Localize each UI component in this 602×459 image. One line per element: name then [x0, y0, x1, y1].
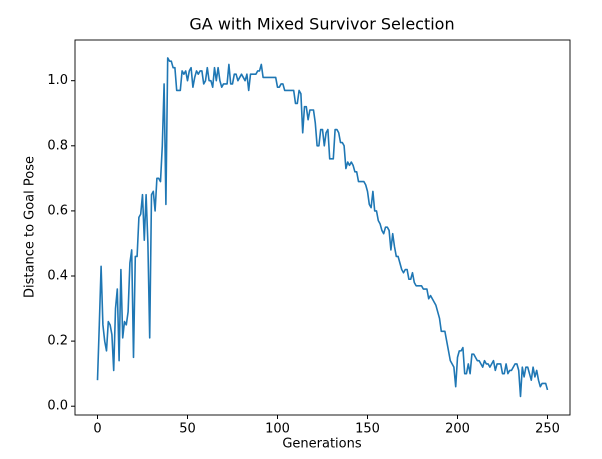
x-tick-label: 250 — [535, 422, 560, 437]
data-line — [96, 57, 549, 398]
y-tick-label: 0.8 — [47, 138, 68, 153]
axes-frame — [74, 39, 571, 416]
x-axis-label: Generations — [282, 437, 362, 452]
y-tick-label: 0.2 — [47, 334, 68, 349]
x-tick-label: 50 — [179, 422, 196, 437]
x-tick-label: 150 — [355, 422, 380, 437]
x-tick-label: 0 — [93, 422, 101, 437]
y-tick-label: 0.6 — [47, 203, 68, 218]
y-tick-label: 0.0 — [47, 399, 68, 414]
y-tick-label: 1.0 — [47, 73, 68, 88]
y-tick-label: 0.4 — [47, 269, 68, 284]
chart-title: GA with Mixed Survivor Selection — [189, 15, 454, 34]
y-axis-label: Distance to Goal Pose — [23, 156, 38, 298]
x-tick-label: 200 — [445, 422, 470, 437]
x-tick-label: 100 — [265, 422, 290, 437]
